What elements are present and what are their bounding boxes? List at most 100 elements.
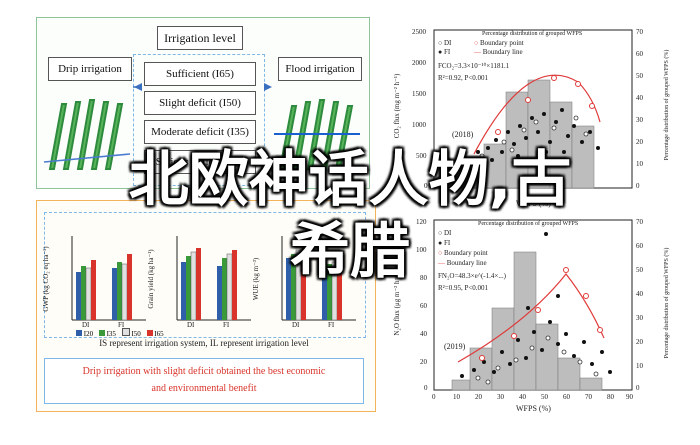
n2o-boundary-points [479, 267, 603, 361]
n2o-y2tick-70: 70 [636, 218, 643, 226]
legend-swatch-i65 [146, 330, 153, 336]
wue-group-fi: FI [328, 321, 335, 329]
co2-y2tick-10: 10 [636, 160, 643, 168]
co2-ytick-500: 500 [416, 152, 427, 160]
co2-y2tick-60: 60 [636, 50, 643, 58]
n2o-ytick-60: 60 [420, 302, 427, 310]
co2-y2tick-0: 0 [636, 182, 640, 190]
n2o-chart-svg [433, 219, 633, 391]
n2o-ytick-100: 100 [416, 246, 427, 254]
co2-ytick-1000: 1000 [412, 121, 426, 129]
overlay-title-line-2: 希腊 [290, 217, 410, 287]
n2o-chart-title: Percentage distribution of grouped WFPS [478, 221, 579, 227]
co2-chart-title: Percentage distribution of grouped WFPS [482, 31, 583, 37]
overlay-title-line-1: 北欧神话人物,古 [128, 145, 572, 215]
gwp-group-fi: FI [118, 321, 125, 329]
co2-chart-svg [433, 29, 633, 189]
co2-ytick-2000: 2000 [412, 59, 426, 67]
bar-chart-grain-yield [176, 236, 251, 321]
n2o-legend-boundary-line: — Boundary line [438, 259, 487, 267]
n2o-y2tick-60: 60 [636, 242, 643, 250]
overlay-title: 北欧神话人物,古 希腊 [20, 144, 680, 288]
gwp-group-di: DI [82, 321, 90, 329]
n2o-legend-boundary-point: ○ Boundary point [438, 249, 488, 257]
bar-charts-group [44, 212, 366, 338]
flow-arrows [133, 83, 272, 91]
n2o-ytick-120: 120 [416, 218, 427, 226]
conclusion-box: Drip irrigation with slight deficit obta… [44, 358, 364, 404]
grain-yield-bars [181, 248, 237, 321]
legend-label-i50: I50 [131, 330, 141, 338]
n2o-scatter [460, 232, 612, 378]
co2-y2tick-20: 20 [636, 138, 643, 146]
co2-y2tick-30: 30 [636, 116, 643, 124]
level-serious-deficit: Serious deficit (I20) [144, 150, 256, 174]
n2o-legend-di: ○ DI [438, 229, 452, 237]
wue-group-di: DI [292, 321, 300, 329]
level-slight-deficit: Slight deficit (I50) [144, 91, 256, 115]
bar-chart-wue [281, 236, 356, 321]
n2o-y2tick-40: 40 [636, 290, 643, 298]
co2-y2tick-40: 40 [636, 94, 643, 102]
co2-scatter-open [479, 115, 589, 159]
co2-ytick-0: 0 [424, 182, 428, 190]
co2-legend-boundary-line: — Boundary line [474, 48, 523, 56]
bar-legend: I20 I35 I50 I65 [76, 328, 366, 338]
conclusion-line-1: Drip irrigation with slight deficit obta… [82, 366, 326, 377]
n2o-xtick-20: 20 [475, 393, 482, 401]
co2-chart: Percentage distribution of grouped WFPS … [378, 22, 678, 208]
n2o-y2tick-50: 50 [636, 266, 643, 274]
n2o-xtick-30: 30 [497, 393, 504, 401]
n2o-year: (2019) [444, 342, 466, 351]
drip-irrigation-label: Drip irrigation [48, 57, 132, 81]
co2-ytick-2500: 2500 [412, 28, 426, 36]
n2o-ytick-20: 20 [420, 358, 427, 366]
irrigation-level-title: Irrigation level [157, 26, 243, 50]
legend-swatch-i35 [98, 330, 105, 336]
system-level-note: IS represent irrigation system, IL repre… [99, 338, 309, 348]
grain-group-di: DI [187, 321, 195, 329]
n2o-y2tick-20: 20 [636, 338, 643, 346]
n2o-xlabel: WFPS (%) [516, 404, 551, 413]
co2-r2: R²=0.92, P<0.001 [438, 74, 489, 82]
legend-label-i35: I35 [106, 330, 116, 338]
co2-year: (2018) [452, 130, 474, 139]
n2o-ytick-80: 80 [420, 274, 427, 282]
wue-bars [286, 249, 342, 321]
conclusion-line-2: and environmental benefit [151, 383, 257, 394]
n2o-xtick-50: 50 [541, 393, 548, 401]
n2o-xtick-0: 0 [432, 393, 436, 401]
n2o-y2tick-0: 0 [636, 384, 640, 392]
n2o-xtick-60: 60 [563, 393, 570, 401]
co2-xlabel: WFPS (%) [516, 199, 551, 208]
gwp-bars [76, 254, 132, 321]
n2o-r2: R²=0.95, P<0.001 [438, 284, 489, 292]
n2o-ytick-0: 0 [424, 384, 428, 392]
co2-legend-boundary-point: ○ Boundary point [474, 39, 524, 47]
drip-crop-illustration [43, 99, 131, 170]
n2o-xtick-10: 10 [453, 393, 460, 401]
n2o-xtick-40: 40 [519, 393, 526, 401]
co2-y2tick-50: 50 [636, 72, 643, 80]
n2o-xtick-70: 70 [585, 393, 592, 401]
legend-label-i65: I65 [154, 330, 164, 338]
co2-equation: FCO₂=3.3×10⁻¹⁰×1181.1 [438, 62, 510, 70]
co2-scatter [476, 108, 600, 164]
n2o-y2tick-30: 30 [636, 314, 643, 322]
n2o-xtick-90: 90 [626, 393, 633, 401]
n2o-scatter-open [475, 335, 599, 385]
co2-legend-di: ○ DI [438, 39, 452, 47]
legend-label-i20: I20 [83, 330, 94, 338]
n2o-boundary-line [457, 273, 605, 363]
co2-boundary-points [495, 75, 595, 135]
co2-legend-fi: ● FI [438, 48, 451, 56]
n2o-ytick-40: 40 [420, 330, 427, 338]
legend-swatch-i50 [121, 328, 130, 336]
n2o-chart: Percentage distribution of grouped WFPS … [378, 212, 678, 440]
co2-y2tick-70: 70 [636, 28, 643, 36]
level-moderate-deficit: Moderate deficit (I35) [144, 120, 256, 144]
irrigation-level-group [133, 54, 265, 186]
flood-irrigation-label: Flood irrigation [278, 57, 362, 81]
n2o-equation: FN₂O=48.3×e^(-1.4×...) [438, 272, 506, 280]
n2o-legend-fi: ● FI [438, 239, 451, 247]
